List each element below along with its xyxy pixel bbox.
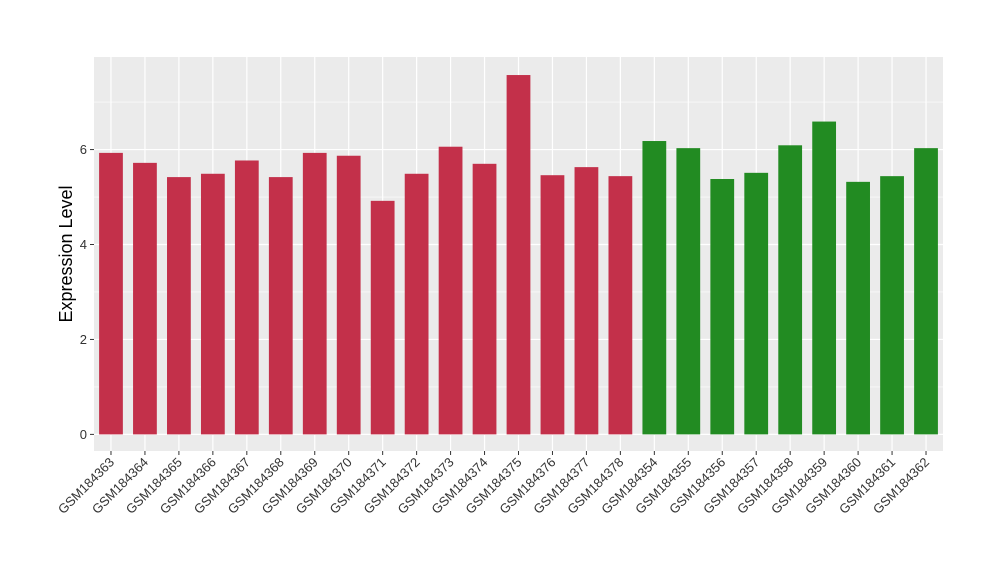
y-tick-label: 6	[80, 142, 87, 157]
y-axis-title: Expression Level	[56, 185, 76, 322]
bar-GSM184375	[506, 75, 531, 435]
y-axis: 0 2 4 6	[80, 142, 94, 442]
bar-GSM184371	[370, 200, 395, 435]
bar-GSM184365	[167, 177, 191, 435]
bar-GSM184359	[812, 121, 837, 435]
x-axis: GSM184363GSM184364GSM184365GSM184366GSM1…	[55, 451, 932, 517]
bar-GSM184367	[234, 160, 259, 435]
bar-GSM184368	[268, 177, 293, 435]
bar-GSM184364	[133, 162, 157, 435]
bar-GSM184369	[302, 152, 327, 435]
bar-GSM184374	[472, 163, 497, 435]
bar-GSM184376	[540, 175, 565, 435]
y-tick-label: 0	[80, 427, 87, 442]
bar-GSM184360	[846, 181, 870, 435]
bar-GSM184373	[438, 146, 463, 435]
bar-GSM184361	[880, 176, 904, 435]
bar-GSM184377	[574, 167, 599, 435]
bar-GSM184356	[710, 178, 735, 435]
y-tick-label: 2	[80, 332, 87, 347]
bar-GSM184366	[200, 173, 225, 435]
bar-GSM184372	[404, 173, 429, 435]
bar-GSM184357	[744, 172, 769, 435]
bar-GSM184354	[642, 141, 667, 435]
bars	[99, 75, 938, 435]
bar-GSM184378	[608, 176, 633, 435]
bar-GSM184370	[336, 155, 361, 435]
bar-GSM184363	[99, 152, 123, 435]
bar-GSM184355	[676, 148, 701, 435]
y-tick-label: 4	[80, 237, 87, 252]
bar-GSM184362	[914, 148, 938, 435]
bar-GSM184358	[778, 145, 803, 435]
